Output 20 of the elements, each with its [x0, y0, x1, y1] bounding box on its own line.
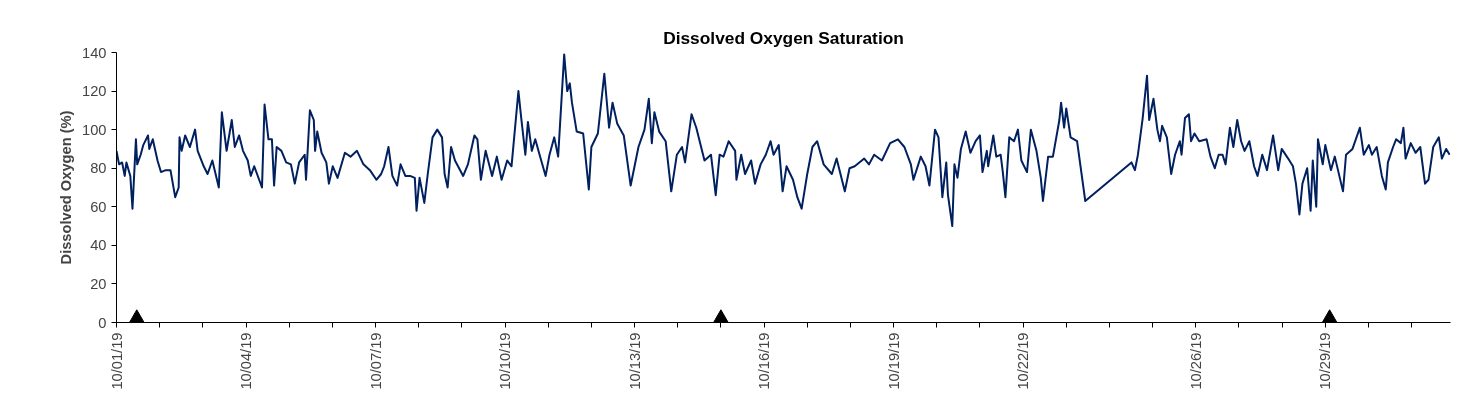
x-tick-label: 10/10/19	[497, 332, 514, 390]
y-tick-label: 120	[82, 83, 107, 100]
y-tick-label: 80	[90, 160, 107, 177]
x-tick-label: 10/04/19	[238, 332, 255, 390]
x-tick-label: 10/29/19	[1317, 332, 1334, 390]
y-axis-title: Dissolved Oxygen (%)	[58, 110, 75, 265]
x-tick-label: 10/26/19	[1187, 332, 1204, 390]
x-tick-label: 10/07/19	[367, 332, 384, 390]
y-tick-label: 140	[82, 44, 107, 61]
x-tick-label: 10/16/19	[756, 332, 773, 390]
x-tick-label: 10/19/19	[885, 332, 902, 390]
y-tick-label: 0	[98, 314, 107, 331]
y-tick-label: 100	[82, 121, 107, 138]
y-tick-label: 20	[90, 275, 107, 292]
x-tick-label: 10/01/19	[108, 332, 125, 390]
y-tick-label: 60	[90, 198, 107, 215]
x-tick-label: 10/22/19	[1015, 332, 1032, 390]
y-tick-label: 40	[90, 237, 107, 254]
chart-title: Dissolved Oxygen Saturation	[663, 27, 904, 48]
x-tick-label: 10/13/19	[626, 332, 643, 390]
